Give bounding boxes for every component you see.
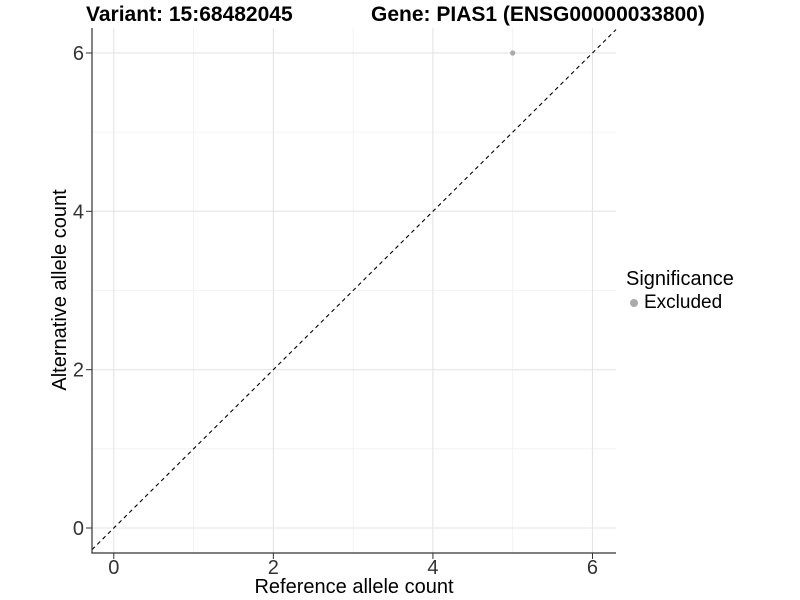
axis-lines (91, 28, 616, 554)
x-tick-label: 0 (108, 557, 119, 579)
axis-tick-marks (86, 52, 593, 559)
axis-tick-labels: 0 2 4 6 0 2 4 6 (73, 43, 598, 579)
y-tick-label: 2 (73, 360, 84, 382)
gridlines-major (92, 28, 616, 553)
x-axis-title: Reference allele count (254, 576, 453, 598)
legend-item-excluded: Excluded (626, 292, 734, 314)
y-tick-label: 4 (73, 201, 84, 223)
plot-title-gene: Gene: PIAS1 (ENSG00000033800) (371, 3, 705, 26)
x-tick-label: 2 (268, 557, 279, 579)
plot-title-variant: Variant: 15:68482045 (86, 3, 293, 26)
legend-title: Significance (626, 268, 734, 290)
gridlines-minor (92, 28, 616, 553)
x-tick-label: 6 (587, 557, 598, 579)
x-tick-label: 4 (427, 557, 438, 579)
legend-item-label: Excluded (644, 292, 723, 313)
legend: Significance Excluded (626, 268, 734, 314)
legend-point-icon (630, 299, 638, 307)
y-axis-title: Alternative allele count (49, 189, 71, 391)
data-point-excluded (510, 50, 516, 56)
y-tick-label: 6 (73, 43, 84, 65)
identity-dashed-line (91, 29, 617, 551)
y-tick-label: 0 (73, 518, 84, 540)
